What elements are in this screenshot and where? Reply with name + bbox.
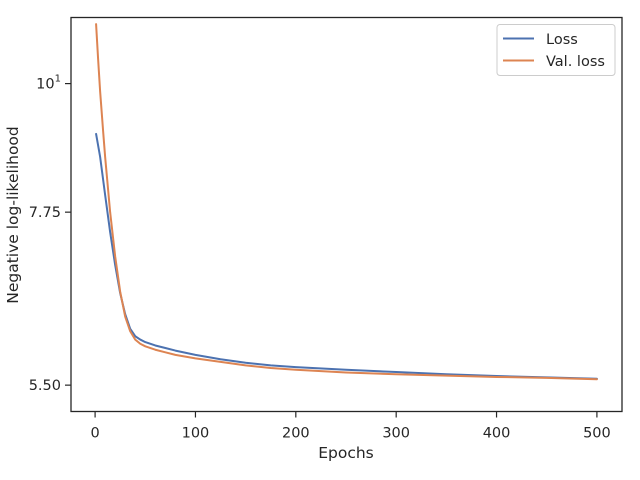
x-axis-ticks: 0 100 200 300 400 500 <box>90 411 611 442</box>
legend-label-val-loss: Val. loss <box>546 54 605 70</box>
y-tick-label: 7.75 <box>29 205 61 221</box>
x-tick-label: 500 <box>583 426 611 442</box>
legend-label-loss: Loss <box>546 32 578 48</box>
y-tick-label: 5.50 <box>29 378 61 394</box>
x-tick-label: 200 <box>282 426 310 442</box>
x-tick-label: 0 <box>90 426 99 442</box>
legend: Loss Val. loss <box>496 24 616 76</box>
y-tick-label-exponent: 1 <box>55 74 61 85</box>
series-line-val-loss <box>95 23 598 381</box>
y-axis-label: Negative log-likelihood <box>4 126 22 304</box>
y-tick-label: 101 <box>36 74 61 93</box>
series-lines <box>95 23 598 381</box>
y-tick-label-base: 7.75 <box>29 205 61 221</box>
y-tick-label-base: 10 <box>36 77 54 93</box>
legend-box <box>496 24 616 76</box>
x-axis-label: Epochs <box>318 444 374 462</box>
x-tick-label: 100 <box>182 426 210 442</box>
series-line-loss <box>95 132 598 380</box>
x-tick-label: 300 <box>382 426 410 442</box>
y-axis-ticks: 5.50 7.75 101 <box>29 74 71 394</box>
plot-area <box>70 16 623 413</box>
x-tick-label: 400 <box>483 426 511 442</box>
y-tick-label-base: 5.50 <box>29 378 61 394</box>
